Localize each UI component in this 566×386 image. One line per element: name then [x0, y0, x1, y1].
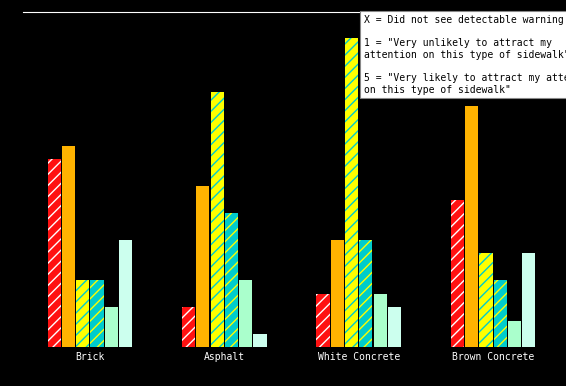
- Bar: [494, 280, 507, 347]
- Bar: [76, 280, 89, 347]
- Bar: [331, 240, 344, 347]
- Bar: [479, 253, 492, 347]
- Bar: [465, 106, 478, 347]
- Bar: [359, 240, 372, 347]
- Bar: [451, 200, 464, 347]
- Bar: [345, 39, 358, 347]
- Bar: [211, 92, 224, 347]
- Bar: [508, 320, 521, 347]
- Text: X = Did not see detectable warning

1 = "Very unlikely to attract my
attention o: X = Did not see detectable warning 1 = "…: [364, 15, 566, 95]
- Bar: [239, 280, 252, 347]
- Bar: [388, 307, 401, 347]
- Bar: [522, 253, 535, 347]
- Bar: [316, 294, 329, 347]
- Bar: [182, 307, 195, 347]
- Bar: [374, 294, 387, 347]
- Bar: [225, 213, 238, 347]
- Bar: [196, 186, 209, 347]
- Bar: [105, 307, 118, 347]
- Bar: [119, 240, 132, 347]
- Bar: [91, 280, 104, 347]
- Bar: [62, 146, 75, 347]
- Bar: [254, 334, 267, 347]
- Bar: [48, 159, 61, 347]
